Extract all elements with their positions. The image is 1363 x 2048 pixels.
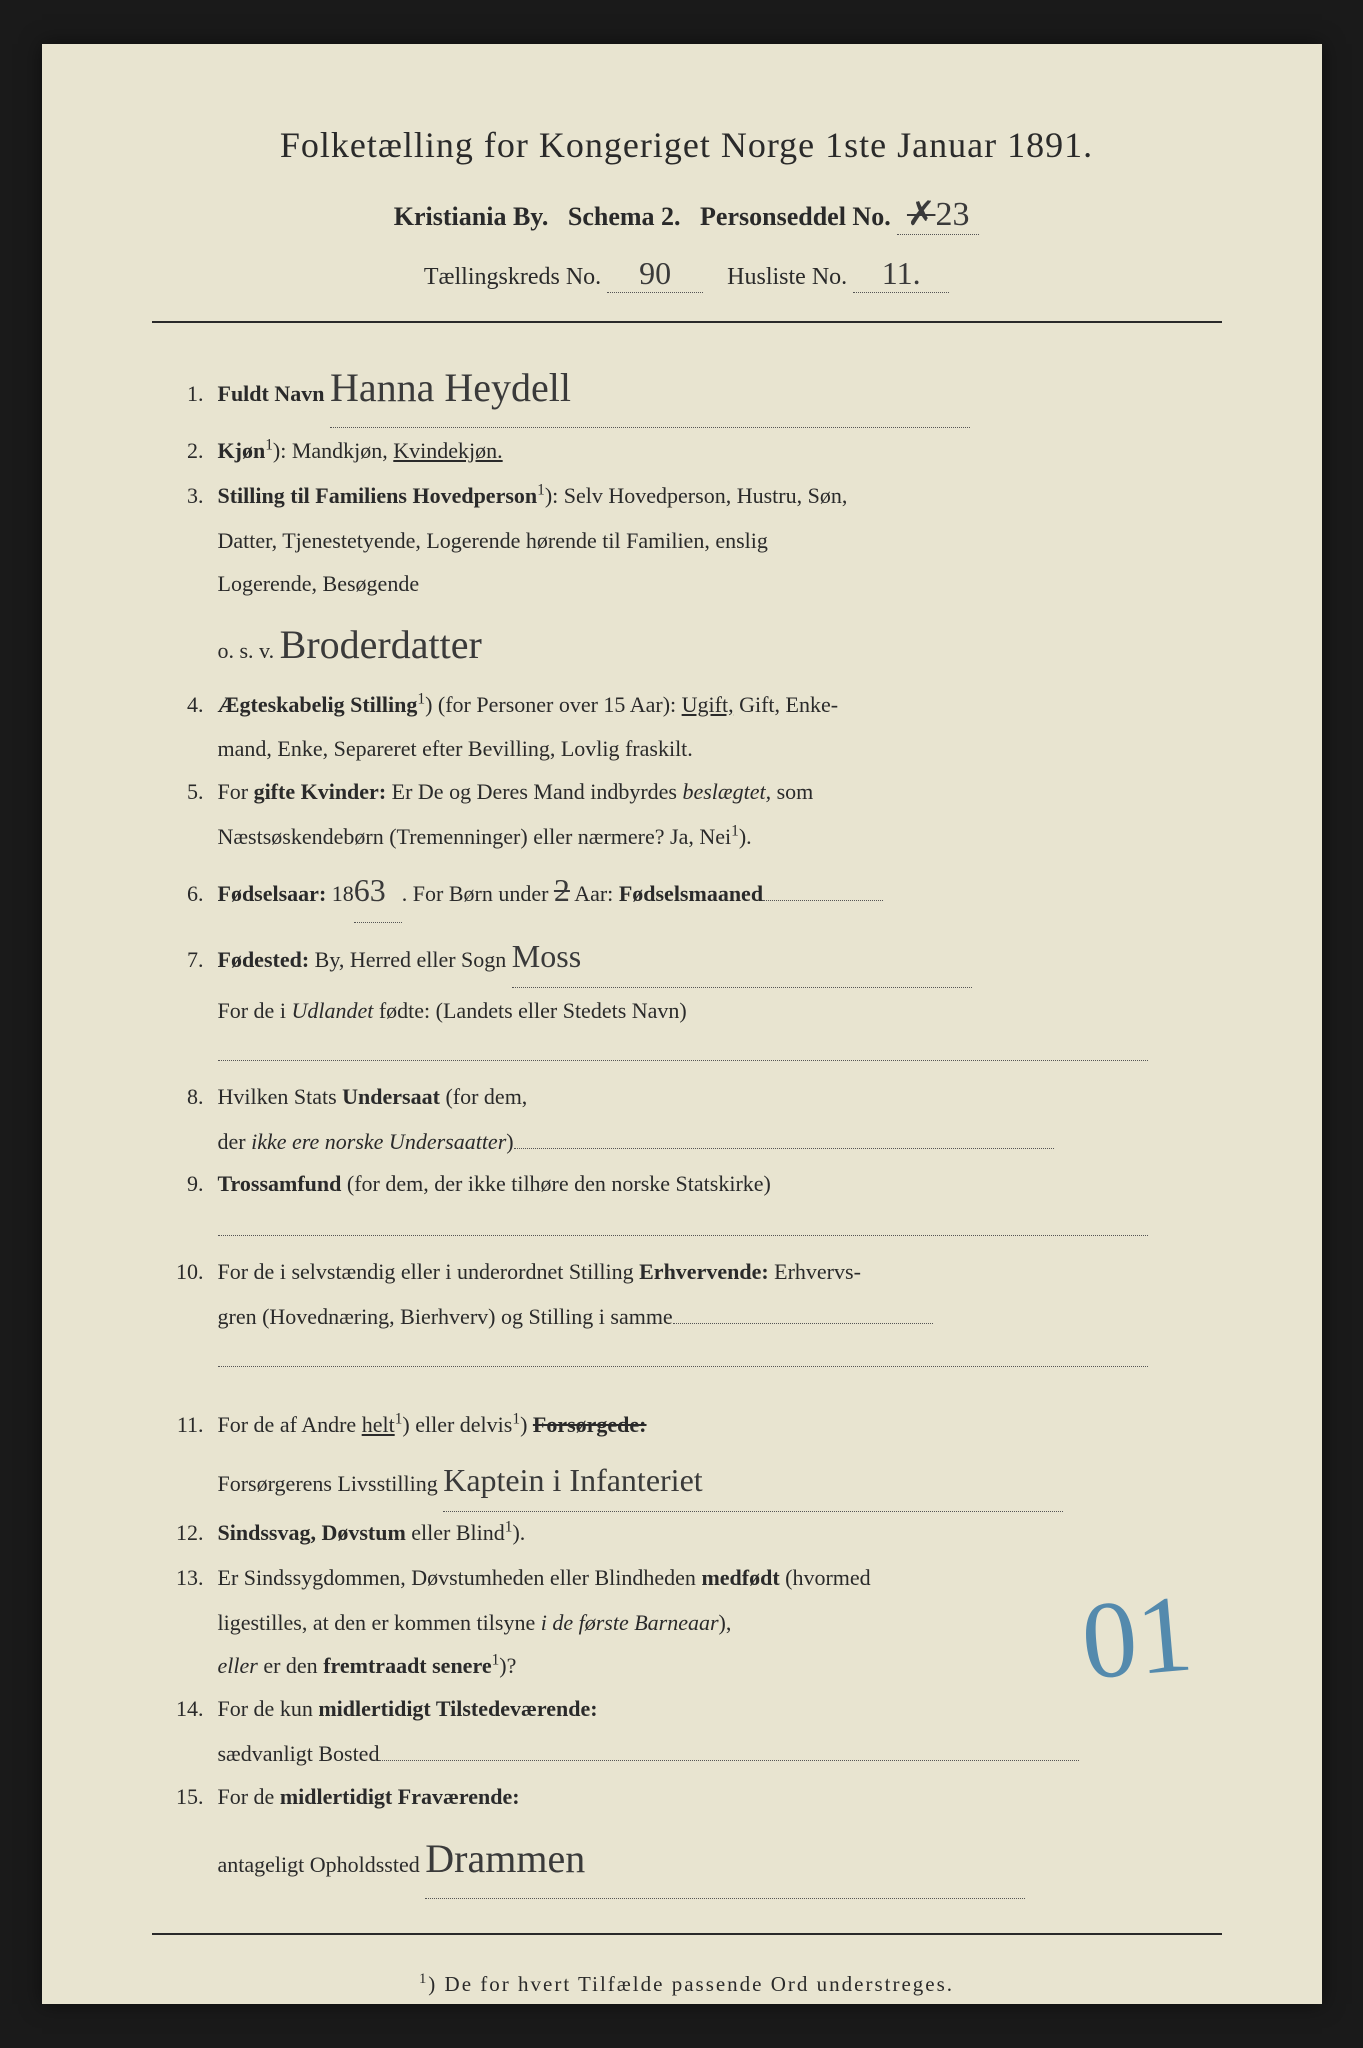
footnote: 1) De for hvert Tilfælde passende Ord un… [152,1971,1222,1997]
husliste-no: 11. [853,255,949,293]
third-line: Tællingskreds No. 90 Husliste No. 11. [152,255,1222,293]
field-3-cont1: Datter, Tjenestetyende, Logerende hørend… [152,520,1222,563]
field-4-cont: mand, Enke, Separeret efter Bevilling, L… [152,728,1222,771]
divider [152,321,1222,323]
label-birthyear: Fødselsaar: [218,881,327,906]
field-10-cont: gren (Hovednæring, Bierhverv) og Stillin… [152,1296,1222,1339]
field-9: 9. Trossamfund (for dem, der ikke tilhør… [152,1163,1222,1206]
field-7-cont: For de i Udlandet fødte: (Landets eller … [152,990,1222,1033]
field-3: 3. Stilling til Familiens Hovedperson1):… [152,475,1222,518]
field-7: 7. Fødested: By, Herred eller Sogn Moss [152,925,1222,988]
label-birthmonth: Fødselsmaaned [619,881,763,906]
absent-place: Drammen [425,1836,585,1881]
field-15-cont: antageligt Opholdssted Drammen [152,1820,1222,1899]
label-relation: Stilling til Familiens Hovedperson [218,483,538,508]
label-congenital: medfødt [701,1565,779,1590]
main-title: Folketælling for Kongeriget Norge 1ste J… [152,124,1222,166]
divider-bottom [152,1933,1222,1935]
kreds-label: Tællingskreds No. [424,264,601,290]
personseddel-label: Personseddel No. [700,202,891,231]
field-13: 13. Er Sindssygdommen, Døvstumheden elle… [152,1557,1222,1600]
census-form-page: Folketælling for Kongeriget Norge 1ste J… [42,44,1322,2004]
field-11-cont: Forsørgerens Livsstilling Kaptein i Infa… [152,1449,1222,1512]
field-4: 4. Ægteskabelig Stilling1) (for Personer… [152,684,1222,727]
marital-underlined: Ugift, [682,692,734,717]
label-temp-present: midlertidigt Tilstedeværende: [318,1696,597,1721]
field-5: 5. For gifte Kvinder: Er De og Deres Man… [152,771,1222,814]
label-wives: gifte Kvinder: [254,779,387,804]
value-name: Hanna Heydell [330,365,571,410]
occupation-line [218,1366,1148,1367]
field-5-cont: Næstsøskendebørn (Tremenninger) eller næ… [152,816,1222,859]
field-12: 12. Sindssvag, Døvstum eller Blind1). [152,1512,1222,1555]
field-8: 8. Hvilken Stats Undersaat (for dem, [152,1076,1222,1119]
label-supported: Forsørgede: [533,1412,647,1437]
birthplace-value: Moss [512,938,581,974]
schema-label: Schema 2. [568,202,681,231]
kreds-no: 90 [607,255,703,293]
field-1: 1. Fuldt Navn Hanna Heydell [152,349,1222,428]
city-label: Kristiania By. [394,202,549,231]
form-body: 1. Fuldt Navn Hanna Heydell 2. Kjøn1): M… [152,349,1222,1899]
label-birthplace: Fødested: [218,947,310,972]
religion-line [218,1235,1148,1236]
blue-annotation: 01 [1076,1569,1197,1705]
birthyear-value: 63 [354,859,402,922]
field-14: 14. For de kun midlertidigt Tilstedevære… [152,1688,1222,1731]
label-name: Fuldt Navn [218,381,325,406]
field-8-cont: der ikke ere norske Undersaatter) [152,1121,1222,1164]
label-occupation: Erhvervende: [639,1259,769,1284]
field-3-osv: o. s. v. Broderdatter [152,606,1222,684]
birthplace-abroad-line [218,1060,1148,1061]
husliste-label: Husliste No. [727,264,847,290]
field-14-cont: sædvanligt Bosted [152,1733,1222,1776]
subtitle: Kristiania By. Schema 2. Personseddel No… [152,194,1222,235]
field-3-cont2: Logerende, Besøgende [152,563,1222,606]
field-13-cont2: eller er den fremtraadt senere1)? [152,1645,1222,1688]
field-15: 15. For de midlertidigt Fraværende: [152,1776,1222,1819]
field-11: 11. For de af Andre helt1) eller delvis1… [152,1404,1222,1447]
personseddel-no: ✗23 [897,194,979,235]
relation-handwritten: Broderdatter [280,622,482,667]
label-disability: Sindssvag, Døvstum [218,1520,406,1545]
field-6: 6. Fødselsaar: 1863. For Børn under 2 Aa… [152,859,1222,922]
sex-underlined: Kvindekjøn. [393,438,502,463]
label-marital: Ægteskabelig Stilling [218,692,418,717]
label-religion: Trossamfund [218,1171,342,1196]
field-2: 2. Kjøn1): Mandkjøn, Kvindekjøn. [152,430,1222,473]
field-10: 10. For de i selvstændig eller i underor… [152,1251,1222,1294]
label-sex: Kjøn [218,438,266,463]
field-13-cont1: ligestilles, at den er kommen tilsyne i … [152,1602,1222,1645]
supporter-occupation: Kaptein i Infanteriet [443,1462,702,1498]
label-later: fremtraadt senere [323,1653,491,1678]
label-temp-absent: midlertidigt Fraværende: [280,1784,520,1809]
label-subject: Undersaat [342,1084,440,1109]
